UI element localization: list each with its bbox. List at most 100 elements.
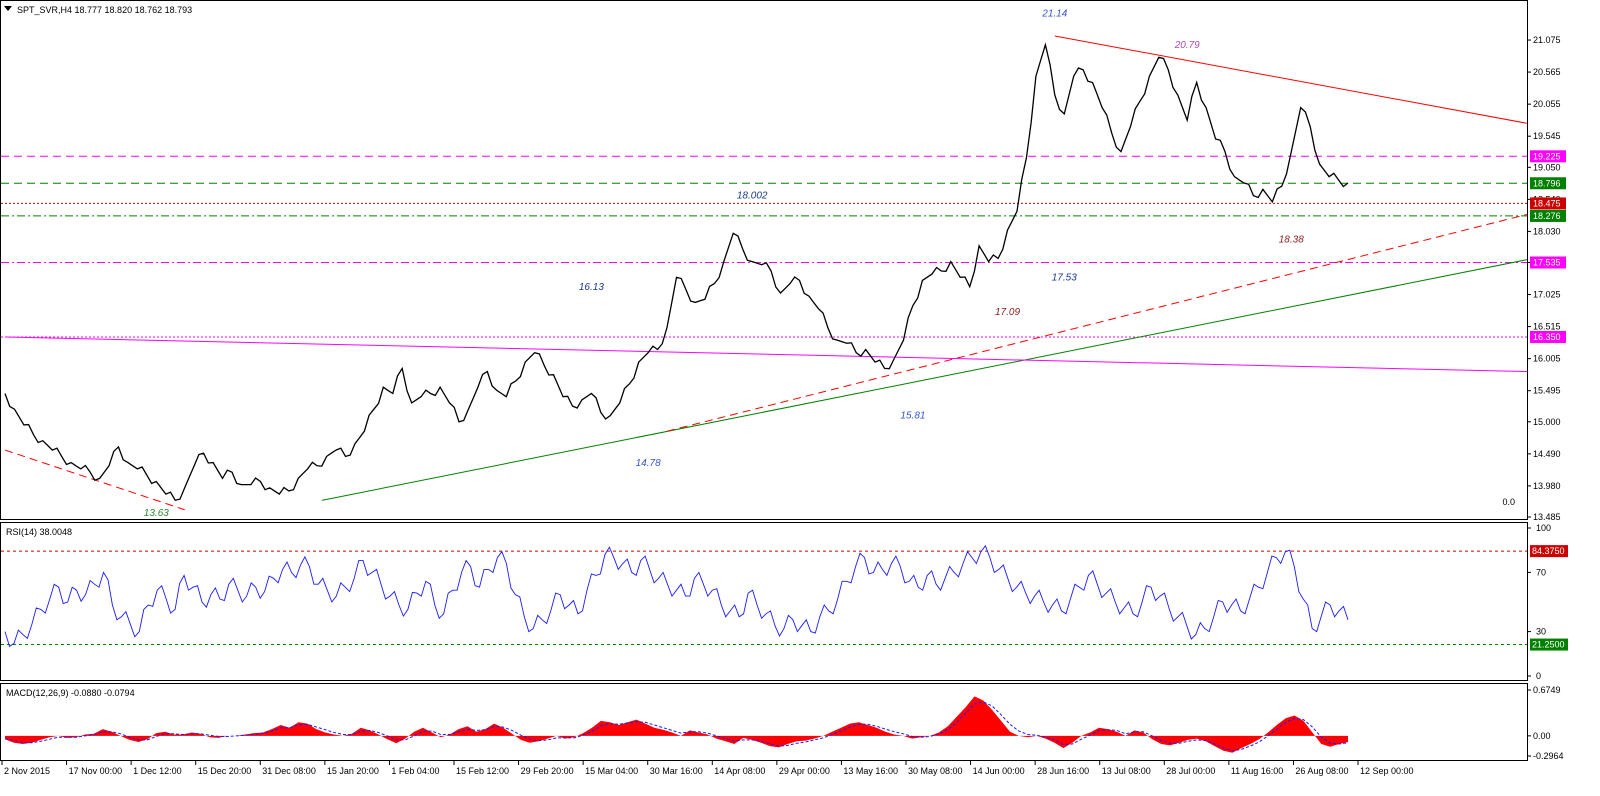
horizontal-levels — [1, 155, 1527, 338]
level-tags: 19.225 18.796 18.475 18.276 17.535 16.350 — [1530, 150, 1566, 343]
time-tick-label: 14 Apr 08:00 — [714, 766, 765, 776]
level-tag-label: 16.350 — [1533, 332, 1561, 342]
rsi-levels — [1, 550, 1527, 646]
macd-signal-line — [4, 701, 1349, 752]
price-annotation: 18.38 — [1279, 235, 1304, 246]
time-tick-label: 15 Dec 20:00 — [198, 766, 252, 776]
time-tick-label: 15 Jan 20:00 — [327, 766, 379, 776]
price-annotation: 21.14 — [1041, 8, 1067, 19]
rsi-line — [4, 544, 1349, 648]
macd-axis: 0.6749 0.00 -0.2964 — [1527, 685, 1564, 761]
price-annotation: 17.09 — [995, 307, 1020, 318]
macd-signal-polyline — [4, 701, 1349, 752]
level-tag-label: 18.796 — [1533, 178, 1561, 188]
symbol-line: SPT_SVR,H4 18.777 18.820 18.762 18.793 — [17, 5, 192, 15]
main-corner-value: 0.0 — [1502, 497, 1515, 507]
time-tick-label: 11 Aug 16:00 — [1231, 766, 1283, 776]
level-tag-label: 18.276 — [1533, 211, 1561, 221]
price-annotation: 14.78 — [636, 458, 661, 469]
main-price-panel[interactable]: 21.14 20.79 18.002 18.38 17.53 16.13 17.09 15.8… — [0, 0, 1567, 523]
macd-tick-label: 0.6749 — [1533, 685, 1561, 695]
rsi-level-tag — [1530, 545, 1568, 558]
time-tick-label: 28 Jul 00:00 — [1166, 766, 1215, 776]
level-tag — [1530, 330, 1566, 343]
time-tick-label: 2 Nov 2015 — [4, 766, 50, 776]
rsi-level-tag-label: 84.3750 — [1532, 546, 1565, 556]
macd-label: MACD(12,26,9) -0.0880 -0.0794 — [6, 688, 135, 698]
price-annotations: 21.14 20.79 18.002 18.38 17.53 16.13 17.09 15.8… — [144, 8, 1304, 519]
rsi-tick-label: 30 — [1536, 627, 1546, 637]
rsi-tick-label: 0 — [1536, 671, 1541, 681]
price-tick-label: 17.025 — [1533, 290, 1561, 300]
price-tick-label: 20.565 — [1533, 67, 1561, 77]
level-tag-label: 19.225 — [1533, 151, 1561, 161]
time-tick-label: 26 Aug 08:00 — [1295, 766, 1348, 776]
trendlines — [4, 35, 1528, 511]
price-tick-label: 15.495 — [1533, 386, 1561, 396]
main-panel-frame — [0, 0, 1528, 520]
price-tick-label: 21.075 — [1533, 35, 1561, 45]
macd-tick-label: 0.00 — [1533, 731, 1551, 741]
rsi-level-tag — [1530, 638, 1568, 651]
time-tick-label: 12 Sep 00:00 — [1360, 766, 1414, 776]
time-tick-label: 29 Feb 20:00 — [521, 766, 574, 776]
time-tick-label: 31 Dec 08:00 — [262, 766, 316, 776]
macd-tick-label: -0.2964 — [1533, 751, 1564, 761]
price-tick-label: 19.545 — [1533, 131, 1561, 141]
trendline — [4, 336, 1528, 373]
time-tick-label: 1 Feb 04:00 — [391, 766, 439, 776]
price-line — [4, 42, 1349, 502]
price-tick-label: 13.485 — [1533, 512, 1561, 522]
price-axis: 21.07520.56520.05519.54519.05018.54018.0… — [1527, 35, 1561, 522]
price-tick-label: 20.055 — [1533, 99, 1561, 109]
macd-panel[interactable]: 0.6749 0.00 -0.2964 MACD(12,26,9) -0.0880 … — [0, 683, 1564, 762]
price-series — [4, 42, 1349, 502]
time-tick-label: 28 Jun 16:00 — [1037, 766, 1089, 776]
price-tick-label: 16.515 — [1533, 322, 1561, 332]
level-tag-label: 18.475 — [1533, 198, 1561, 208]
rsi-tick-label: 70 — [1536, 567, 1546, 577]
time-tick-label: 1 Dec 12:00 — [133, 766, 182, 776]
level-tag — [1530, 177, 1566, 190]
rsi-polyline — [4, 544, 1349, 648]
time-tick-label: 13 Jul 08:00 — [1102, 766, 1151, 776]
time-tick-label: 30 May 08:00 — [908, 766, 963, 776]
price-annotation: 20.79 — [1174, 40, 1200, 51]
rsi-level-tags: 84.3750 21.2500 — [1530, 545, 1568, 651]
menu-triangle-icon[interactable] — [4, 6, 12, 11]
level-tag — [1530, 256, 1566, 269]
trendline — [1054, 35, 1528, 124]
time-tick-label: 15 Mar 04:00 — [585, 766, 638, 776]
price-tick-label: 16.005 — [1533, 354, 1561, 364]
price-tick-label: 14.490 — [1533, 449, 1561, 459]
price-tick-label: 15.000 — [1533, 417, 1561, 427]
price-tick-label: 18.030 — [1533, 226, 1561, 236]
price-annotation: 18.002 — [737, 191, 768, 202]
price-annotation: 13.63 — [144, 508, 169, 519]
time-tick-label: 29 Apr 00:00 — [779, 766, 830, 776]
time-tick-label: 30 Mar 16:00 — [650, 766, 703, 776]
level-tag — [1530, 150, 1566, 163]
rsi-axis: 100 70 30 0 — [1527, 523, 1551, 681]
price-annotation: 17.53 — [1052, 272, 1077, 283]
time-tick-label: 14 Jun 00:00 — [973, 766, 1025, 776]
level-tag-label: 17.535 — [1533, 258, 1561, 268]
time-tick-label: 17 Nov 00:00 — [69, 766, 123, 776]
trendline — [666, 213, 1528, 432]
rsi-panel[interactable]: 100 70 30 0 84.3750 21.2500 RSI(14) 38.0048 — [0, 522, 1569, 682]
time-tick-label: 13 May 16:00 — [843, 766, 898, 776]
rsi-label: RSI(14) 38.0048 — [6, 527, 72, 537]
time-tick-label: 15 Feb 12:00 — [456, 766, 509, 776]
macd-panel-frame — [0, 683, 1528, 761]
price-annotation: 15.81 — [900, 411, 925, 422]
time-axis: 2 Nov 2015 17 Nov 00:00 1 Dec 12:00 15 Dec … — [1, 760, 1414, 776]
rsi-level-tag-label: 21.2500 — [1532, 640, 1565, 650]
level-tag — [1530, 197, 1566, 210]
level-tag — [1530, 209, 1566, 222]
price-tick-label: 19.050 — [1533, 162, 1561, 172]
price-annotation: 16.13 — [579, 282, 604, 293]
trendline — [321, 259, 1528, 501]
rsi-tick-label: 100 — [1536, 523, 1551, 533]
rsi-panel-frame — [0, 522, 1528, 681]
